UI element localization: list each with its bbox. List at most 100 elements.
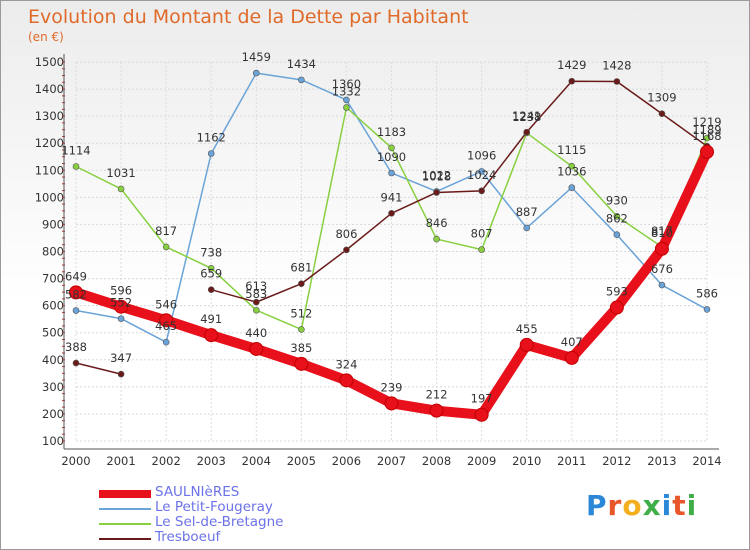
data-label: 1238	[512, 110, 541, 124]
data-label: 583	[245, 287, 267, 301]
data-point	[343, 104, 350, 111]
data-point	[609, 300, 624, 315]
data-point	[388, 169, 395, 177]
series-line-3	[75, 80, 708, 375]
data-label: 552	[110, 296, 132, 310]
y-tick-label: 1000	[35, 190, 64, 204]
data-label: 1219	[692, 115, 721, 129]
data-label: 1022	[422, 168, 451, 182]
data-point	[523, 128, 531, 136]
legend-swatch	[99, 490, 151, 498]
x-tick-label: 2014	[692, 454, 721, 468]
data-point	[294, 356, 309, 371]
data-point	[703, 306, 711, 313]
data-label: 1309	[647, 91, 676, 105]
data-label: 1114	[61, 143, 90, 157]
data-point	[613, 78, 621, 85]
legend-item: Le Petit-Fougeray	[99, 499, 319, 516]
data-label: 1241	[512, 109, 541, 123]
legend-swatch	[99, 538, 151, 540]
data-label: 1189	[692, 123, 721, 137]
data-label: 347	[110, 351, 132, 365]
data-point	[478, 246, 485, 253]
y-tick-label: 600	[42, 299, 64, 313]
x-tick-label: 2000	[61, 454, 90, 468]
logo-letter: i	[661, 489, 673, 522]
data-label: 596	[110, 284, 132, 298]
y-tick-label: 1400	[35, 82, 64, 96]
data-label: 212	[426, 388, 448, 402]
data-label: 681	[290, 261, 312, 275]
x-tick-label: 2001	[106, 454, 135, 468]
data-point	[700, 144, 714, 159]
x-tick-label: 2008	[422, 454, 451, 468]
x-tick-label: 2012	[602, 454, 631, 468]
data-point	[519, 337, 534, 352]
data-label: 649	[65, 269, 87, 283]
data-point	[613, 231, 621, 239]
data-label: 1183	[377, 125, 406, 139]
data-point	[117, 370, 125, 378]
data-point	[252, 298, 260, 306]
data-label: 810	[651, 226, 673, 240]
data-label: 1115	[557, 143, 586, 157]
logo-letter: i	[686, 489, 698, 522]
proxiti-logo: Proxiti	[586, 489, 697, 522]
y-tick-label: 500	[42, 326, 64, 340]
data-label: 862	[606, 212, 628, 226]
chart-unit: (en €)	[28, 30, 64, 44]
data-label: 324	[335, 357, 357, 371]
data-point	[207, 150, 215, 157]
data-label: 455	[516, 322, 538, 336]
data-point	[388, 210, 395, 217]
y-tick-label: 1500	[35, 55, 64, 69]
data-point	[298, 76, 305, 84]
data-point	[204, 328, 219, 343]
data-point	[433, 189, 440, 196]
data-point	[429, 403, 444, 418]
data-point	[613, 213, 621, 220]
logo-letter: r	[607, 489, 623, 522]
data-label: 1031	[106, 166, 135, 180]
data-label: 1429	[557, 58, 586, 72]
y-tick-label: 800	[42, 245, 64, 259]
data-label: 807	[471, 227, 493, 241]
data-point	[72, 307, 80, 314]
legend-swatch	[99, 508, 151, 510]
legend-item: Le Sel-de-Bretagne	[99, 514, 319, 531]
legend-label: Le Sel-de-Bretagne	[155, 514, 284, 530]
data-label: 1096	[467, 148, 496, 162]
data-label: 197	[471, 392, 493, 406]
data-label: 1459	[242, 50, 271, 64]
data-label: 388	[65, 340, 87, 354]
data-label: 930	[606, 193, 628, 207]
data-point	[388, 144, 395, 152]
data-label: 1168	[692, 129, 721, 143]
data-point	[159, 313, 174, 328]
data-point	[72, 359, 80, 367]
data-point	[69, 285, 83, 300]
data-point	[433, 235, 440, 243]
data-label: 676	[651, 262, 673, 276]
x-tick-label: 2007	[377, 454, 406, 468]
data-label: 806	[335, 227, 357, 241]
data-label: 659	[200, 267, 222, 281]
logo-letter: P	[586, 489, 608, 522]
data-label: 491	[200, 312, 222, 326]
data-point	[478, 168, 485, 175]
data-point	[339, 373, 354, 388]
data-point	[207, 286, 215, 293]
data-label: 465	[155, 319, 177, 333]
data-label: 440	[245, 326, 267, 340]
y-tick-label: 900	[42, 217, 64, 231]
logo-letter: t	[672, 489, 687, 522]
x-tick-label: 2011	[557, 454, 586, 468]
legend-label: SAULNIèRES	[155, 484, 240, 500]
x-tick-label: 2004	[242, 454, 271, 468]
x-tick-label: 2006	[332, 454, 361, 468]
data-label: 846	[426, 216, 448, 230]
data-label: 1036	[557, 165, 586, 179]
legend-item: SAULNIèRES	[99, 484, 319, 501]
